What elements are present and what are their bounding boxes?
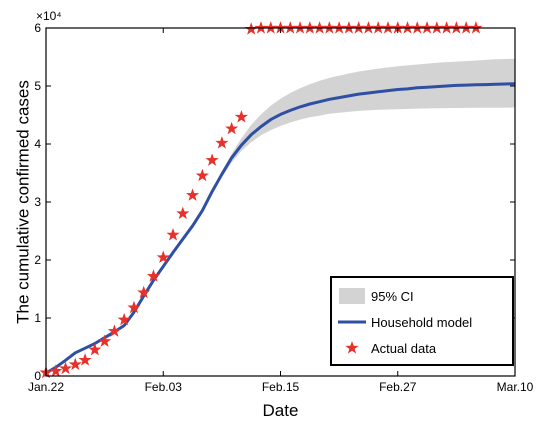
- y-tick-label: 1: [34, 311, 41, 325]
- legend-ci-swatch: [339, 288, 365, 304]
- actual-data-point: [156, 250, 170, 264]
- legend: 95% CI Household model Actual data: [330, 276, 514, 366]
- y-exponent-label: ×10⁴: [36, 9, 62, 23]
- y-tick-label: 3: [34, 195, 41, 209]
- actual-data-point: [78, 353, 92, 366]
- actual-data-point: [127, 300, 141, 314]
- model-line-layer: [45, 82, 516, 375]
- actual-data-point: [205, 153, 219, 166]
- actual-data-point: [185, 188, 200, 201]
- ci-band: [46, 58, 515, 374]
- legend-model-label: Household model: [371, 315, 472, 330]
- legend-actual-star-icon: [345, 341, 359, 354]
- x-tick-label: Jan.22: [28, 380, 64, 394]
- x-tick-label: Feb.27: [379, 380, 417, 394]
- y-tick-label: 4: [34, 137, 41, 151]
- x-tick-label: Feb.15: [262, 380, 300, 394]
- actual-data-point: [88, 342, 102, 356]
- legend-actual-label: Actual data: [371, 341, 437, 356]
- actual-data-point: [117, 312, 131, 326]
- y-axis-label: The cumulative confirmed cases: [13, 80, 32, 324]
- actual-data-point: [58, 361, 73, 375]
- x-tick-label: Feb.03: [145, 380, 183, 394]
- model-line: [45, 82, 516, 375]
- actual-data-point: [166, 228, 180, 241]
- actual-data-point: [107, 324, 121, 337]
- actual-data-point: [195, 168, 209, 182]
- ticks-layer: Jan.22 Feb.03 Feb.15 Feb.27 Mar.10 0 1 2 3 4 5 6: [28, 21, 534, 394]
- actual-data-point: [146, 269, 161, 282]
- y-tick-label: 0: [34, 369, 41, 383]
- ci-band-layer: [46, 58, 515, 374]
- actual-data-point: [49, 364, 63, 377]
- actual-data-point: [225, 121, 239, 135]
- actual-data-point: [98, 334, 112, 347]
- y-tick-label: 6: [34, 21, 41, 35]
- actual-data-point: [215, 136, 229, 149]
- actual-data-point: [137, 285, 151, 299]
- x-tick-label: Mar.10: [497, 380, 534, 394]
- y-tick-label: 2: [34, 253, 41, 267]
- y-tick-label: 5: [34, 79, 41, 93]
- legend-ci-label: 95% CI: [371, 289, 414, 304]
- actual-data-point: [68, 357, 82, 371]
- actual-data-point: [176, 206, 190, 220]
- x-axis-label: Date: [263, 401, 299, 420]
- actual-data-point: [234, 110, 248, 123]
